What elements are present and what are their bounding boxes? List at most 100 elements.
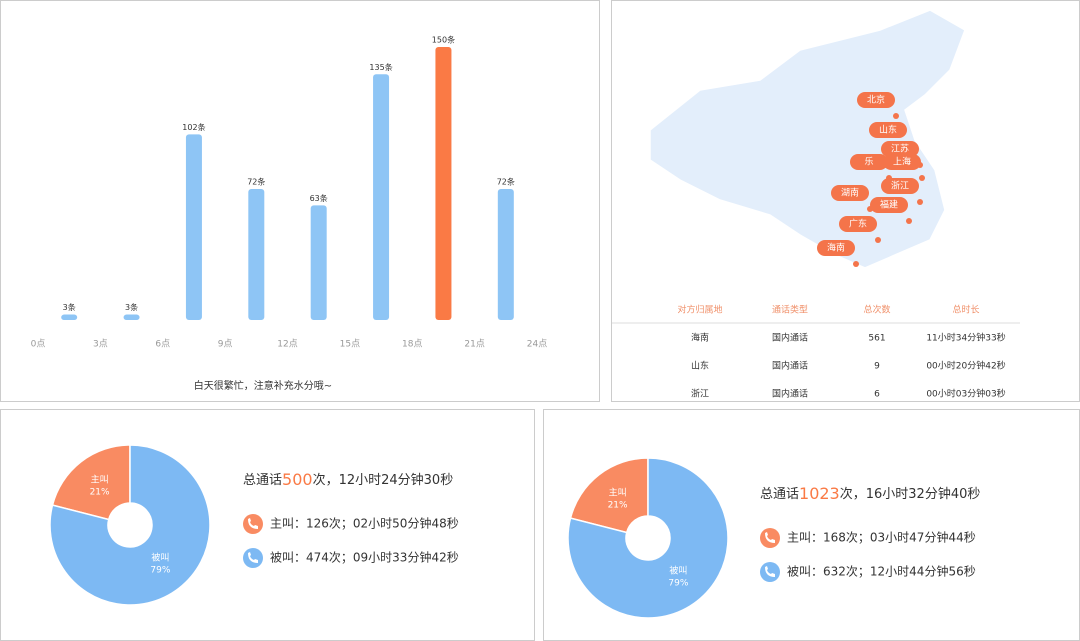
data-label: 102条: [182, 122, 205, 132]
call-detail: 被叫：632次；12小时44分钟56秒: [787, 564, 976, 579]
table-cell: 9: [874, 362, 880, 372]
map-label: 广东: [849, 218, 867, 230]
map-label: 浙江: [891, 180, 909, 192]
data-label: 135条: [369, 62, 392, 72]
x-tick-label: 18点: [402, 339, 422, 350]
call-detail: 主叫：168次；03小时47分钟44秒: [787, 530, 976, 545]
call-icon: [243, 548, 263, 568]
data-label: 63条: [310, 193, 328, 203]
bar: [435, 47, 452, 320]
phone-glyph: [248, 518, 258, 529]
map-dot: [893, 113, 899, 119]
data-label: 72条: [497, 176, 515, 186]
table-cell: 国内通话: [772, 360, 808, 372]
data-label: 3条: [63, 302, 76, 312]
map-pin: [869, 122, 907, 138]
summary-prefix: 总通话: [243, 473, 282, 488]
summary-prefix: 总通话: [760, 487, 799, 502]
slice-name: 被叫: [669, 565, 687, 577]
data-label: 72条: [247, 176, 265, 186]
table-header: 对方归属地: [677, 304, 722, 316]
call-icon: [243, 514, 263, 534]
summary-count: 500: [282, 470, 313, 489]
table-cell: 6: [874, 390, 880, 400]
data-label: 150条: [432, 35, 455, 45]
summary-count: 1023: [799, 484, 840, 503]
x-tick-label: 15点: [340, 339, 360, 350]
slice-name: 主叫: [609, 486, 627, 498]
pie-slice: [51, 444, 131, 521]
call-detail: 被叫：474次；09小时33分钟42秒: [270, 550, 459, 565]
map-pin: [850, 154, 888, 170]
call-icon: [760, 562, 780, 582]
map-dot: [906, 218, 912, 224]
table-cell: 国内通话: [772, 388, 808, 400]
call-icon: [760, 528, 780, 548]
map-dot: [875, 237, 881, 243]
bar: [310, 205, 327, 320]
phone-glyph: [765, 566, 775, 577]
call-detail: 主叫：126次；02小时50分钟48秒: [270, 516, 459, 531]
summary: 总通话500次，12小时24分钟30秒: [243, 470, 453, 489]
map-label: 北京: [867, 94, 885, 106]
map-dot: [917, 199, 923, 205]
pie-slice: [49, 444, 211, 606]
x-tick-label: 9点: [218, 339, 233, 350]
map-label: 江苏: [891, 143, 909, 155]
map-pin: [857, 92, 895, 108]
phone-glyph: [765, 532, 775, 543]
bar: [373, 74, 390, 320]
x-tick-label: 6点: [155, 339, 170, 350]
slice-label: 79%: [668, 579, 688, 589]
bar: [61, 314, 78, 320]
map-label: 上海: [893, 156, 911, 168]
map-label: 山东: [879, 124, 897, 136]
table-header: 通话类型: [772, 304, 808, 316]
slice-label: 79%: [150, 566, 170, 576]
bar: [185, 134, 202, 320]
summary-suffix: 次，12小时24分钟30秒: [313, 472, 454, 488]
slice-label: 21%: [608, 500, 628, 510]
map-pin: [817, 240, 855, 256]
map-pin: [881, 141, 919, 157]
x-tick-label: 24点: [527, 339, 547, 350]
table-cell: 海南: [691, 332, 709, 344]
slice-name: 主叫: [91, 473, 109, 485]
table-cell: 00小时20分钟42秒: [926, 360, 1005, 372]
map-label: 海南: [827, 242, 845, 254]
data-label: 3条: [125, 302, 138, 312]
x-tick-label: 21点: [464, 339, 484, 350]
map-label: 福建: [880, 199, 898, 211]
map-dot: [919, 175, 925, 181]
summary: 总通话1023次，16小时32分钟40秒: [760, 484, 980, 503]
x-tick-label: 12点: [277, 339, 297, 350]
bar: [248, 188, 265, 320]
map-label: 乐: [864, 156, 873, 168]
bar: [497, 188, 514, 320]
map-pin: [839, 216, 877, 232]
bar: [123, 314, 140, 320]
map-dot: [853, 261, 859, 267]
map-pin: [870, 197, 908, 213]
map-pin: [881, 178, 919, 194]
map-pin: [883, 154, 921, 170]
phone-glyph: [248, 552, 258, 563]
x-tick-label: 3点: [93, 339, 108, 350]
table-cell: 11小时34分钟33秒: [926, 332, 1005, 344]
pie-slice: [567, 457, 729, 619]
caption: 白天很繁忙，注意补充水分哦~: [194, 379, 332, 392]
summary-suffix: 次，16小时32分钟40秒: [840, 486, 981, 502]
map-label: 湖南: [841, 187, 859, 199]
slice-label: 21%: [90, 487, 110, 497]
slice-name: 被叫: [151, 552, 169, 564]
table-header: 总次数: [863, 304, 890, 316]
table-cell: 561: [868, 334, 885, 344]
table-cell: 浙江: [691, 388, 709, 400]
map-pin: [831, 185, 869, 201]
table-cell: 国内通话: [772, 332, 808, 344]
x-tick-label: 0点: [31, 339, 46, 350]
table-header: 总时长: [952, 304, 979, 316]
table-cell: 00小时03分钟03秒: [926, 388, 1005, 400]
table-cell: 山东: [691, 360, 709, 372]
